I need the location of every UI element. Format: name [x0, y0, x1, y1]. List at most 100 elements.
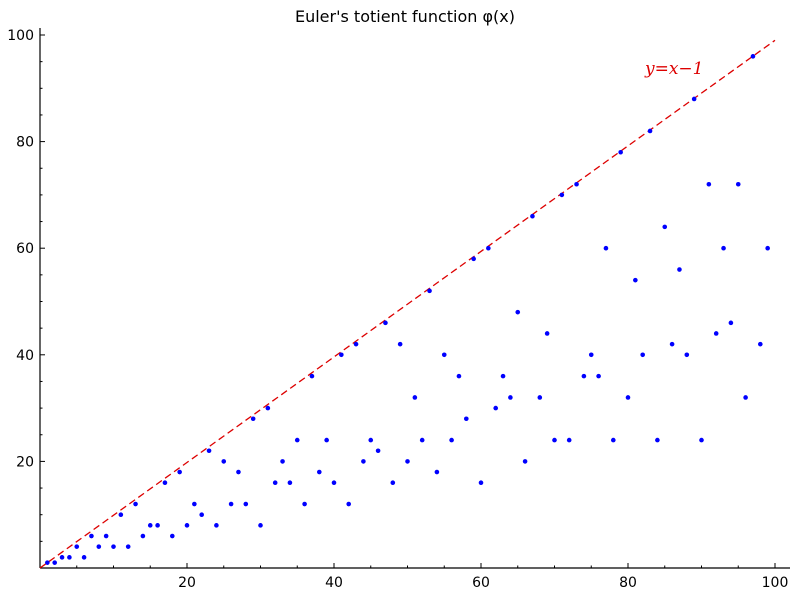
data-point	[155, 523, 160, 528]
data-point	[236, 469, 241, 475]
data-point	[302, 501, 307, 507]
data-point	[750, 54, 756, 59]
data-point	[441, 352, 447, 358]
data-point	[618, 149, 623, 155]
data-point	[581, 373, 587, 379]
data-point	[713, 331, 719, 336]
data-point	[515, 309, 521, 315]
data-point	[397, 341, 403, 347]
data-point	[111, 544, 116, 549]
data-point	[588, 352, 594, 358]
data-point	[486, 245, 491, 251]
data-point	[728, 320, 734, 326]
data-point	[272, 480, 278, 486]
chart-title: Euler's totient function φ(x)	[295, 7, 515, 26]
data-point	[419, 437, 425, 443]
data-point	[324, 437, 329, 443]
data-point	[45, 560, 50, 565]
y-tick-label: 60	[16, 241, 34, 257]
data-points	[45, 54, 770, 565]
data-point	[89, 533, 94, 539]
data-point	[317, 469, 322, 475]
data-point	[596, 373, 601, 379]
data-point	[706, 181, 712, 187]
y-tick-label: 80	[16, 135, 34, 151]
data-point	[375, 448, 381, 454]
axes: 20 40 60 80 100 20 40 60 80 100	[7, 28, 790, 591]
data-point	[500, 373, 506, 379]
data-point	[434, 469, 440, 475]
data-point	[258, 523, 263, 528]
data-point	[662, 224, 668, 230]
data-point	[192, 501, 197, 507]
data-point	[530, 213, 535, 219]
data-point	[206, 448, 212, 454]
data-point	[691, 96, 697, 102]
data-point	[655, 437, 660, 443]
data-point	[140, 533, 146, 539]
data-point	[67, 555, 72, 560]
data-point	[699, 437, 704, 443]
x-tick-label: 60	[472, 575, 490, 591]
data-point	[96, 544, 102, 549]
y-tick-label: 100	[7, 28, 34, 44]
data-point	[287, 480, 293, 486]
data-point	[456, 373, 462, 379]
data-point	[412, 395, 418, 400]
data-point	[493, 405, 499, 411]
y-tick-label: 40	[16, 348, 34, 364]
reference-line	[39, 39, 776, 569]
data-point	[368, 437, 374, 443]
data-point	[184, 523, 190, 528]
reference-line-group: y=x−1	[39, 39, 776, 569]
data-point	[147, 523, 153, 528]
data-point	[52, 560, 57, 565]
data-point	[228, 501, 234, 507]
x-tick-label: 80	[619, 575, 637, 591]
data-point	[449, 437, 454, 443]
data-point	[59, 555, 65, 560]
data-point	[574, 181, 579, 187]
data-point	[294, 437, 300, 443]
data-point	[559, 192, 565, 198]
data-point	[647, 128, 653, 134]
data-point	[721, 245, 726, 251]
data-point	[669, 341, 675, 347]
data-point	[427, 288, 432, 294]
data-point	[611, 437, 616, 443]
data-point	[522, 459, 528, 464]
data-point	[478, 480, 484, 486]
data-point	[566, 437, 572, 443]
data-point	[339, 352, 344, 358]
data-point	[743, 395, 748, 400]
data-point	[346, 501, 352, 507]
data-point	[765, 245, 770, 251]
data-point	[74, 544, 80, 549]
data-point	[537, 395, 543, 400]
data-point	[243, 501, 249, 507]
x-tick-label: 20	[178, 575, 196, 591]
reference-line-label: y=x−1	[644, 59, 704, 79]
data-point	[125, 544, 131, 549]
data-point	[199, 512, 204, 517]
data-point	[758, 341, 763, 347]
data-point	[677, 267, 682, 272]
data-point	[250, 416, 256, 422]
x-tick-label: 100	[762, 575, 789, 591]
data-point	[735, 181, 741, 187]
data-point	[221, 459, 227, 464]
x-tick-label: 40	[325, 575, 343, 591]
data-point	[640, 352, 645, 358]
data-point	[353, 341, 359, 347]
data-point	[331, 480, 337, 486]
data-point	[625, 395, 631, 400]
data-point	[684, 352, 690, 358]
data-point	[177, 469, 182, 475]
data-point	[103, 533, 109, 539]
data-point	[280, 459, 285, 464]
data-point	[81, 555, 87, 560]
data-point	[265, 405, 271, 411]
data-point	[133, 501, 138, 507]
data-point	[552, 437, 557, 443]
